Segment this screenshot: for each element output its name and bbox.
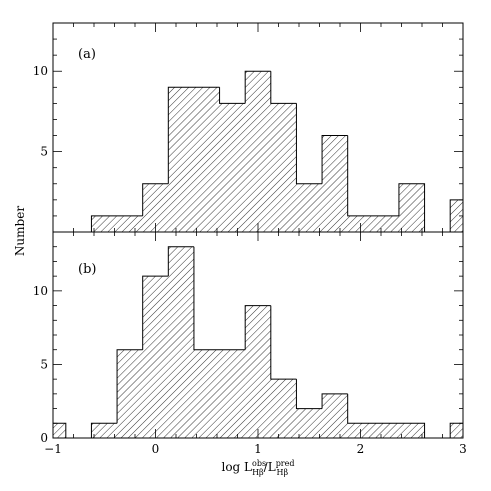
x-tick-label: 3 <box>459 442 467 456</box>
panel-a: 5 10 <box>33 22 464 233</box>
histogram-bar <box>117 349 143 438</box>
histogram-bar <box>245 71 271 232</box>
panel-a-label: (a) <box>78 47 96 62</box>
histogram-bar <box>373 423 399 438</box>
x-axis-title: log Lobs Hβ/Lpred Hβ <box>221 459 294 477</box>
histogram-bar <box>398 183 425 232</box>
x-title-num-sup: obs <box>252 459 266 468</box>
panel-b-label: (b) <box>78 262 96 277</box>
x-title-num-sub: Hβ <box>252 468 264 477</box>
histogram-bar <box>398 423 425 438</box>
histogram-bar <box>270 379 297 438</box>
histogram-bar <box>296 183 323 232</box>
x-tick-label: 2 <box>357 442 365 456</box>
histogram-bar <box>91 215 118 232</box>
x-title-prefix: log L <box>221 460 252 474</box>
histogram-bar <box>53 423 66 438</box>
x-title-slash: /L <box>264 460 276 474</box>
x-title-den-sup: pred <box>276 459 295 468</box>
x-tick-label: 0 <box>152 442 160 456</box>
histogram-outline <box>52 246 464 438</box>
histogram-bar <box>219 349 246 438</box>
y-tick-label: 10 <box>33 284 48 298</box>
histogram-bar <box>322 135 348 232</box>
histogram-bar <box>91 423 118 438</box>
histogram-bar <box>245 305 271 438</box>
y-axis-title: Number <box>13 206 27 256</box>
histogram-bar <box>270 103 297 232</box>
histogram-bar <box>219 103 246 232</box>
histogram-bar <box>322 393 348 438</box>
y-tick-label: 0 <box>40 431 48 445</box>
histogram-bar <box>296 408 323 438</box>
x-axis-tick-labels: −1 0 1 2 3 <box>44 442 467 456</box>
x-title-den-sub: Hβ <box>277 468 289 477</box>
x-tick-label: 1 <box>254 442 262 456</box>
histogram-bar <box>450 199 463 232</box>
x-tick-label: −1 <box>44 442 62 456</box>
histogram-bar <box>142 276 169 438</box>
histogram-bar <box>168 246 194 438</box>
histogram-bar <box>193 87 220 232</box>
histogram-bar <box>193 349 220 438</box>
panel-b: 0 5 10 <box>33 231 464 445</box>
y-tick-label: 10 <box>33 64 48 78</box>
histogram-bar <box>168 87 194 232</box>
histogram-bar <box>117 215 143 232</box>
histogram-bar <box>450 423 463 438</box>
y-tick-label: 5 <box>40 357 48 371</box>
histogram-bar <box>373 215 399 232</box>
histogram-outline <box>90 70 464 232</box>
y-tick-label: 5 <box>40 145 48 159</box>
